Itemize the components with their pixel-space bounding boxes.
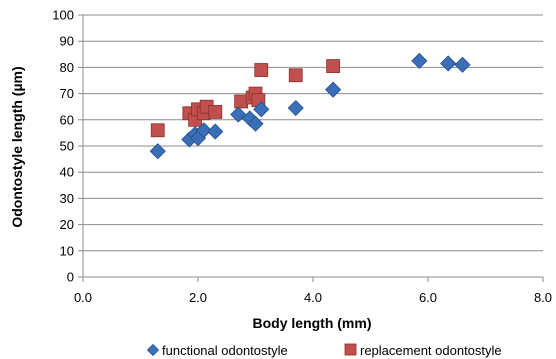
legend-marker-diamond: [148, 345, 159, 356]
data-point-diamond: [288, 101, 303, 116]
data-point-square: [255, 64, 268, 77]
x-tick-label: 4.0: [304, 290, 322, 305]
y-axis-title: Odontostyle length (µm): [9, 66, 25, 227]
legend: functional odontostyle replacement odont…: [148, 343, 502, 358]
data-point-diamond: [326, 82, 341, 97]
x-tick-label: 2.0: [189, 290, 207, 305]
legend-label-functional: functional odontostyle: [162, 343, 288, 358]
data-point-square: [209, 105, 222, 118]
data-series: [150, 53, 470, 158]
data-point-diamond: [455, 57, 470, 72]
legend-marker-square: [345, 344, 356, 355]
y-tick-label: 60: [60, 112, 74, 127]
y-tick-label: 20: [60, 217, 74, 232]
y-tick-labels: 0 10 20 30 40 50 60 70 80 90 100: [52, 8, 74, 285]
data-point-square: [327, 60, 340, 73]
x-tick-labels: 0.0 2.0 4.0 6.0 8.0: [74, 290, 552, 305]
data-point-square: [235, 95, 248, 108]
x-axis-title: Body length (mm): [253, 315, 372, 331]
y-tick-label: 40: [60, 165, 74, 180]
data-point-diamond: [208, 124, 223, 139]
y-tick-label: 70: [60, 86, 74, 101]
x-tick-label: 0.0: [74, 290, 92, 305]
y-tick-label: 80: [60, 60, 74, 75]
data-point-square: [289, 69, 302, 82]
legend-label-replacement: replacement odontostyle: [360, 343, 502, 358]
series-replacement: [151, 60, 339, 137]
y-tick-label: 50: [60, 139, 74, 154]
axes: [78, 15, 543, 282]
x-tick-label: 8.0: [534, 290, 552, 305]
y-tick-label: 0: [67, 270, 74, 285]
y-tick-label: 90: [60, 34, 74, 49]
legend-item-replacement: replacement odontostyle: [345, 343, 502, 358]
data-point-square: [151, 124, 164, 137]
data-point-diamond: [412, 53, 427, 68]
y-tick-label: 100: [52, 8, 74, 23]
x-tick-label: 6.0: [419, 290, 437, 305]
legend-item-functional: functional odontostyle: [148, 343, 288, 358]
y-tick-label: 30: [60, 191, 74, 206]
y-tick-label: 10: [60, 243, 74, 258]
data-point-diamond: [441, 56, 456, 71]
